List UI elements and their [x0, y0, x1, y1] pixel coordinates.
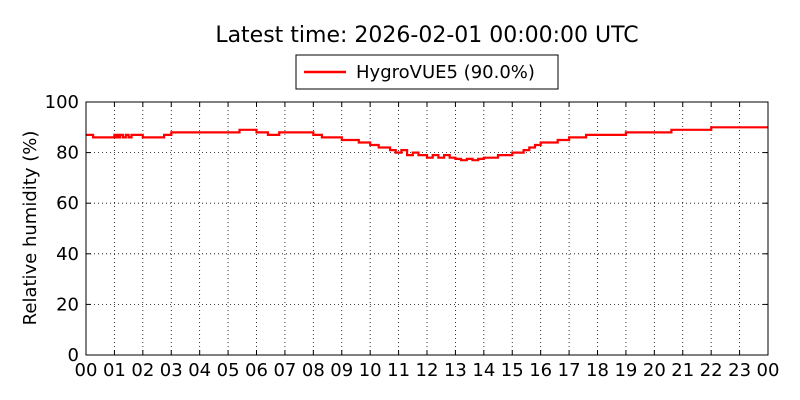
x-tick-label: 08: [302, 360, 325, 381]
y-axis-title: Relative humidity (%): [20, 131, 41, 326]
x-tick-label: 10: [359, 360, 382, 381]
grid: [86, 102, 768, 355]
x-tick-label: 17: [558, 360, 581, 381]
legend: HygroVUE5 (90.0%): [295, 54, 559, 90]
x-tick-label: 19: [614, 360, 637, 381]
y-tick-label: 0: [68, 345, 79, 366]
y-tick-label: 100: [45, 92, 79, 113]
x-tick-label: 01: [103, 360, 126, 381]
x-tick-label: 13: [444, 360, 467, 381]
series-line-layer: [86, 126, 768, 162]
x-tick-label: 12: [416, 360, 439, 381]
x-tick-label: 06: [245, 360, 268, 381]
x-tick-label: 00: [757, 360, 780, 381]
y-tick-label: 60: [56, 193, 79, 214]
y-tick-label: 80: [56, 143, 79, 164]
plot-area-frame: [85, 101, 769, 356]
x-tick-label: 03: [160, 360, 183, 381]
x-tick-label: 16: [529, 360, 552, 381]
legend-label: HygroVUE5 (90.0%): [356, 62, 535, 83]
x-tick-label: 05: [217, 360, 240, 381]
y-tick-label: 20: [56, 294, 79, 315]
x-tick-label: 22: [700, 360, 723, 381]
x-tick-label: 00: [75, 360, 98, 381]
x-tick-label: 02: [131, 360, 154, 381]
x-tick-label: 04: [188, 360, 211, 381]
x-tick-label: 23: [728, 360, 751, 381]
x-axis: 00 01 02 03 04 05 06 07 08 09 10 11 12 13 14 15 16 17 18 19…: [75, 102, 780, 381]
x-tick-label: 14: [472, 360, 495, 381]
x-tick-label: 20: [643, 360, 666, 381]
x-tick-label: 11: [387, 360, 410, 381]
x-tick-label: 21: [671, 360, 694, 381]
chart-title: Latest time: 2026-02-01 00:00:00 UTC: [215, 23, 638, 48]
y-tick-label: 40: [56, 244, 79, 265]
x-tick-label: 07: [273, 360, 296, 381]
y-axis: 0 20 40 60 80 100: [45, 92, 768, 366]
x-tick-label: 09: [330, 360, 353, 381]
x-tick-label: 15: [501, 360, 524, 381]
x-tick-label: 18: [586, 360, 609, 381]
series-line: [86, 126, 768, 162]
